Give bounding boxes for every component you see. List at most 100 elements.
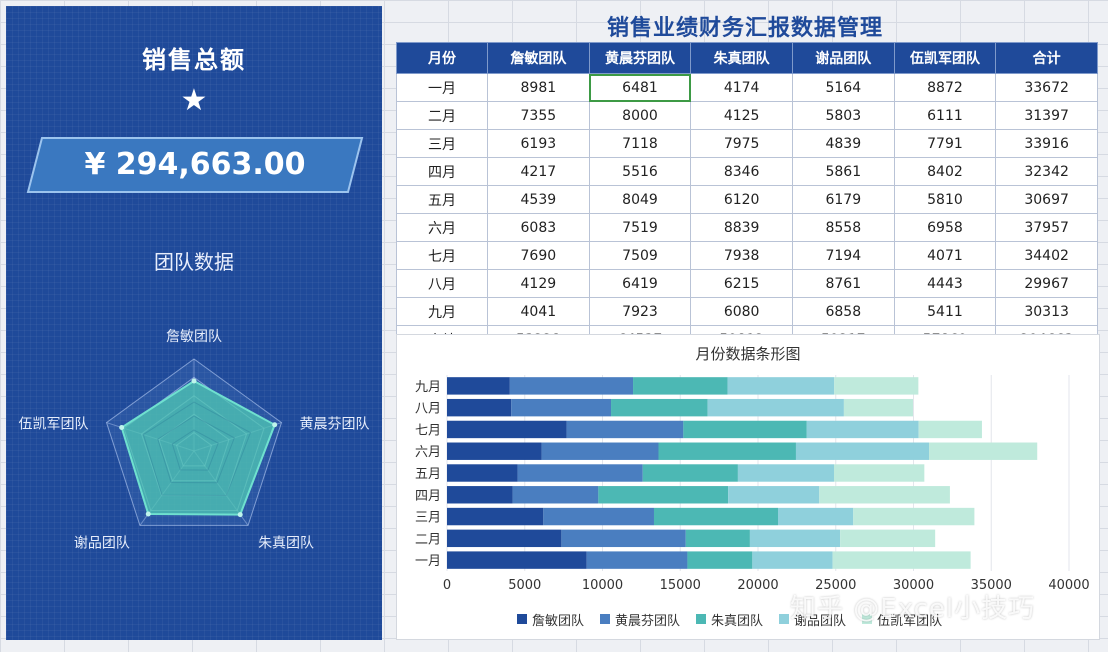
table-cell[interactable]: 7509 [588, 241, 692, 270]
table-cell[interactable]: 6179 [791, 185, 895, 214]
table-cell[interactable]: 30697 [995, 185, 1098, 214]
total-sales-title: 销售总额 [142, 46, 246, 74]
table-cell[interactable]: 6111 [893, 101, 997, 130]
month-cell[interactable]: 三月 [396, 129, 488, 158]
table-cell[interactable]: 4839 [791, 129, 895, 158]
legend-label: 朱真团队 [711, 613, 764, 629]
x-tick-label: 5000 [508, 578, 541, 593]
table-cell[interactable]: 7938 [690, 241, 793, 270]
chart-title: 月份数据条形图 [695, 345, 801, 363]
bar-segment [658, 442, 796, 460]
table-cell[interactable]: 7791 [893, 129, 997, 158]
table-cell[interactable]: 4041 [487, 297, 590, 326]
table-cell[interactable]: 6215 [690, 269, 793, 298]
month-cell[interactable]: 九月 [396, 297, 488, 326]
table-cell[interactable]: 30313 [995, 297, 1098, 326]
table-cell[interactable]: 4071 [893, 241, 997, 270]
table-cell[interactable]: 6083 [487, 213, 590, 242]
table-cell[interactable]: 6958 [893, 213, 997, 242]
table-cell[interactable]: 8981 [487, 73, 590, 102]
bar-segment [511, 398, 612, 417]
table-cell[interactable]: 4125 [690, 101, 793, 130]
month-cell[interactable]: 一月 [396, 73, 488, 102]
table-cell[interactable]: 32342 [995, 157, 1098, 186]
table-cell[interactable]: 7118 [588, 129, 692, 158]
bar-segment [683, 420, 807, 439]
bar-segment [806, 420, 919, 439]
y-tick-label: 五月 [415, 467, 441, 482]
table-cell[interactable]: 8839 [690, 213, 793, 242]
table-cell[interactable]: 6481 [588, 73, 692, 102]
table-row: 七月 7690 7509 7938 7194 4071 34402 [396, 241, 1098, 270]
table-cell[interactable]: 5164 [791, 73, 895, 102]
total-sales-box: ¥ 294,663.00 [26, 136, 364, 194]
table-cell[interactable]: 7923 [588, 297, 692, 326]
table-cell[interactable]: 6193 [487, 129, 590, 158]
month-cell[interactable]: 七月 [396, 241, 488, 270]
y-tick-label: 一月 [415, 554, 441, 569]
table-cell[interactable]: 4129 [487, 269, 590, 298]
table-row: 四月 4217 5516 8346 5861 8402 32342 [396, 157, 1098, 186]
x-tick-label: 15000 [660, 578, 701, 593]
bar-segment [447, 507, 544, 526]
table-cell[interactable]: 4539 [487, 185, 590, 214]
table-row: 六月 6083 7519 8839 8558 6958 37957 [396, 213, 1098, 242]
table-cell[interactable]: 5516 [588, 157, 692, 186]
table-cell[interactable]: 33916 [995, 129, 1098, 158]
table-cell[interactable]: 8872 [893, 73, 997, 102]
x-tick-label: 0 [443, 578, 451, 593]
bar-segment [777, 507, 854, 526]
table-cell[interactable]: 5411 [893, 297, 997, 326]
bar-segment [586, 551, 688, 569]
table-cell[interactable]: 8049 [588, 185, 692, 214]
table-cell[interactable]: 4174 [690, 73, 793, 102]
table-cell[interactable]: 29967 [995, 269, 1098, 298]
table-cell[interactable]: 8558 [791, 213, 895, 242]
table-cell[interactable]: 34402 [995, 241, 1098, 270]
table-row: 三月 6193 7118 7975 4839 7791 33916 [396, 129, 1098, 158]
header-team-2: 黄晨芬团队 [588, 42, 692, 74]
table-cell[interactable]: 5861 [791, 157, 895, 186]
table-cell[interactable]: 7975 [690, 129, 793, 158]
total-sales-value: ¥ 294,663.00 [84, 147, 306, 182]
table-cell[interactable]: 4217 [487, 157, 590, 186]
table-cell[interactable]: 7690 [487, 241, 590, 270]
table-cell[interactable]: 6080 [690, 297, 793, 326]
x-tick-label: 20000 [737, 578, 778, 593]
legend-item: 詹敏团队 [517, 610, 584, 629]
table-cell[interactable]: 5810 [893, 185, 997, 214]
legend-item: 朱真团队 [696, 610, 763, 629]
radar-label: 黄晨芬团队 [299, 416, 369, 433]
table-cell[interactable]: 7194 [791, 241, 895, 270]
table-cell[interactable]: 33672 [995, 73, 1098, 102]
table-cell[interactable]: 6120 [690, 185, 793, 214]
bar-segment [447, 464, 518, 482]
table-cell[interactable]: 5803 [791, 101, 895, 130]
bar-segment [728, 486, 820, 504]
table-cell[interactable]: 7519 [588, 213, 692, 242]
x-tick-label: 35000 [971, 578, 1012, 593]
table-cell[interactable]: 6419 [588, 269, 692, 298]
month-cell[interactable]: 六月 [396, 213, 488, 242]
month-cell[interactable]: 八月 [396, 269, 488, 298]
y-tick-label: 八月 [415, 402, 441, 417]
table-cell[interactable]: 7355 [487, 101, 590, 130]
y-tick-label: 四月 [415, 489, 441, 504]
bar-segment [687, 551, 753, 569]
table-cell[interactable]: 4443 [893, 269, 997, 298]
table-cell[interactable]: 8346 [690, 157, 793, 186]
legend-swatch [779, 614, 790, 624]
month-cell[interactable]: 二月 [396, 101, 488, 130]
table-cell[interactable]: 6858 [791, 297, 895, 326]
radar-label: 詹敏团队 [166, 329, 222, 345]
table-cell[interactable]: 8000 [588, 101, 692, 130]
table-row: 九月 4041 7923 6080 6858 5411 30313 [396, 297, 1098, 326]
month-cell[interactable]: 五月 [396, 185, 488, 214]
table-cell[interactable]: 8402 [893, 157, 997, 186]
star-icon: ★ [180, 83, 208, 118]
month-cell[interactable]: 四月 [396, 157, 488, 186]
table-cell[interactable]: 8761 [791, 269, 895, 298]
table-cell[interactable]: 31397 [995, 101, 1098, 130]
table-cell[interactable]: 37957 [995, 213, 1098, 242]
bar-segment [918, 420, 982, 439]
